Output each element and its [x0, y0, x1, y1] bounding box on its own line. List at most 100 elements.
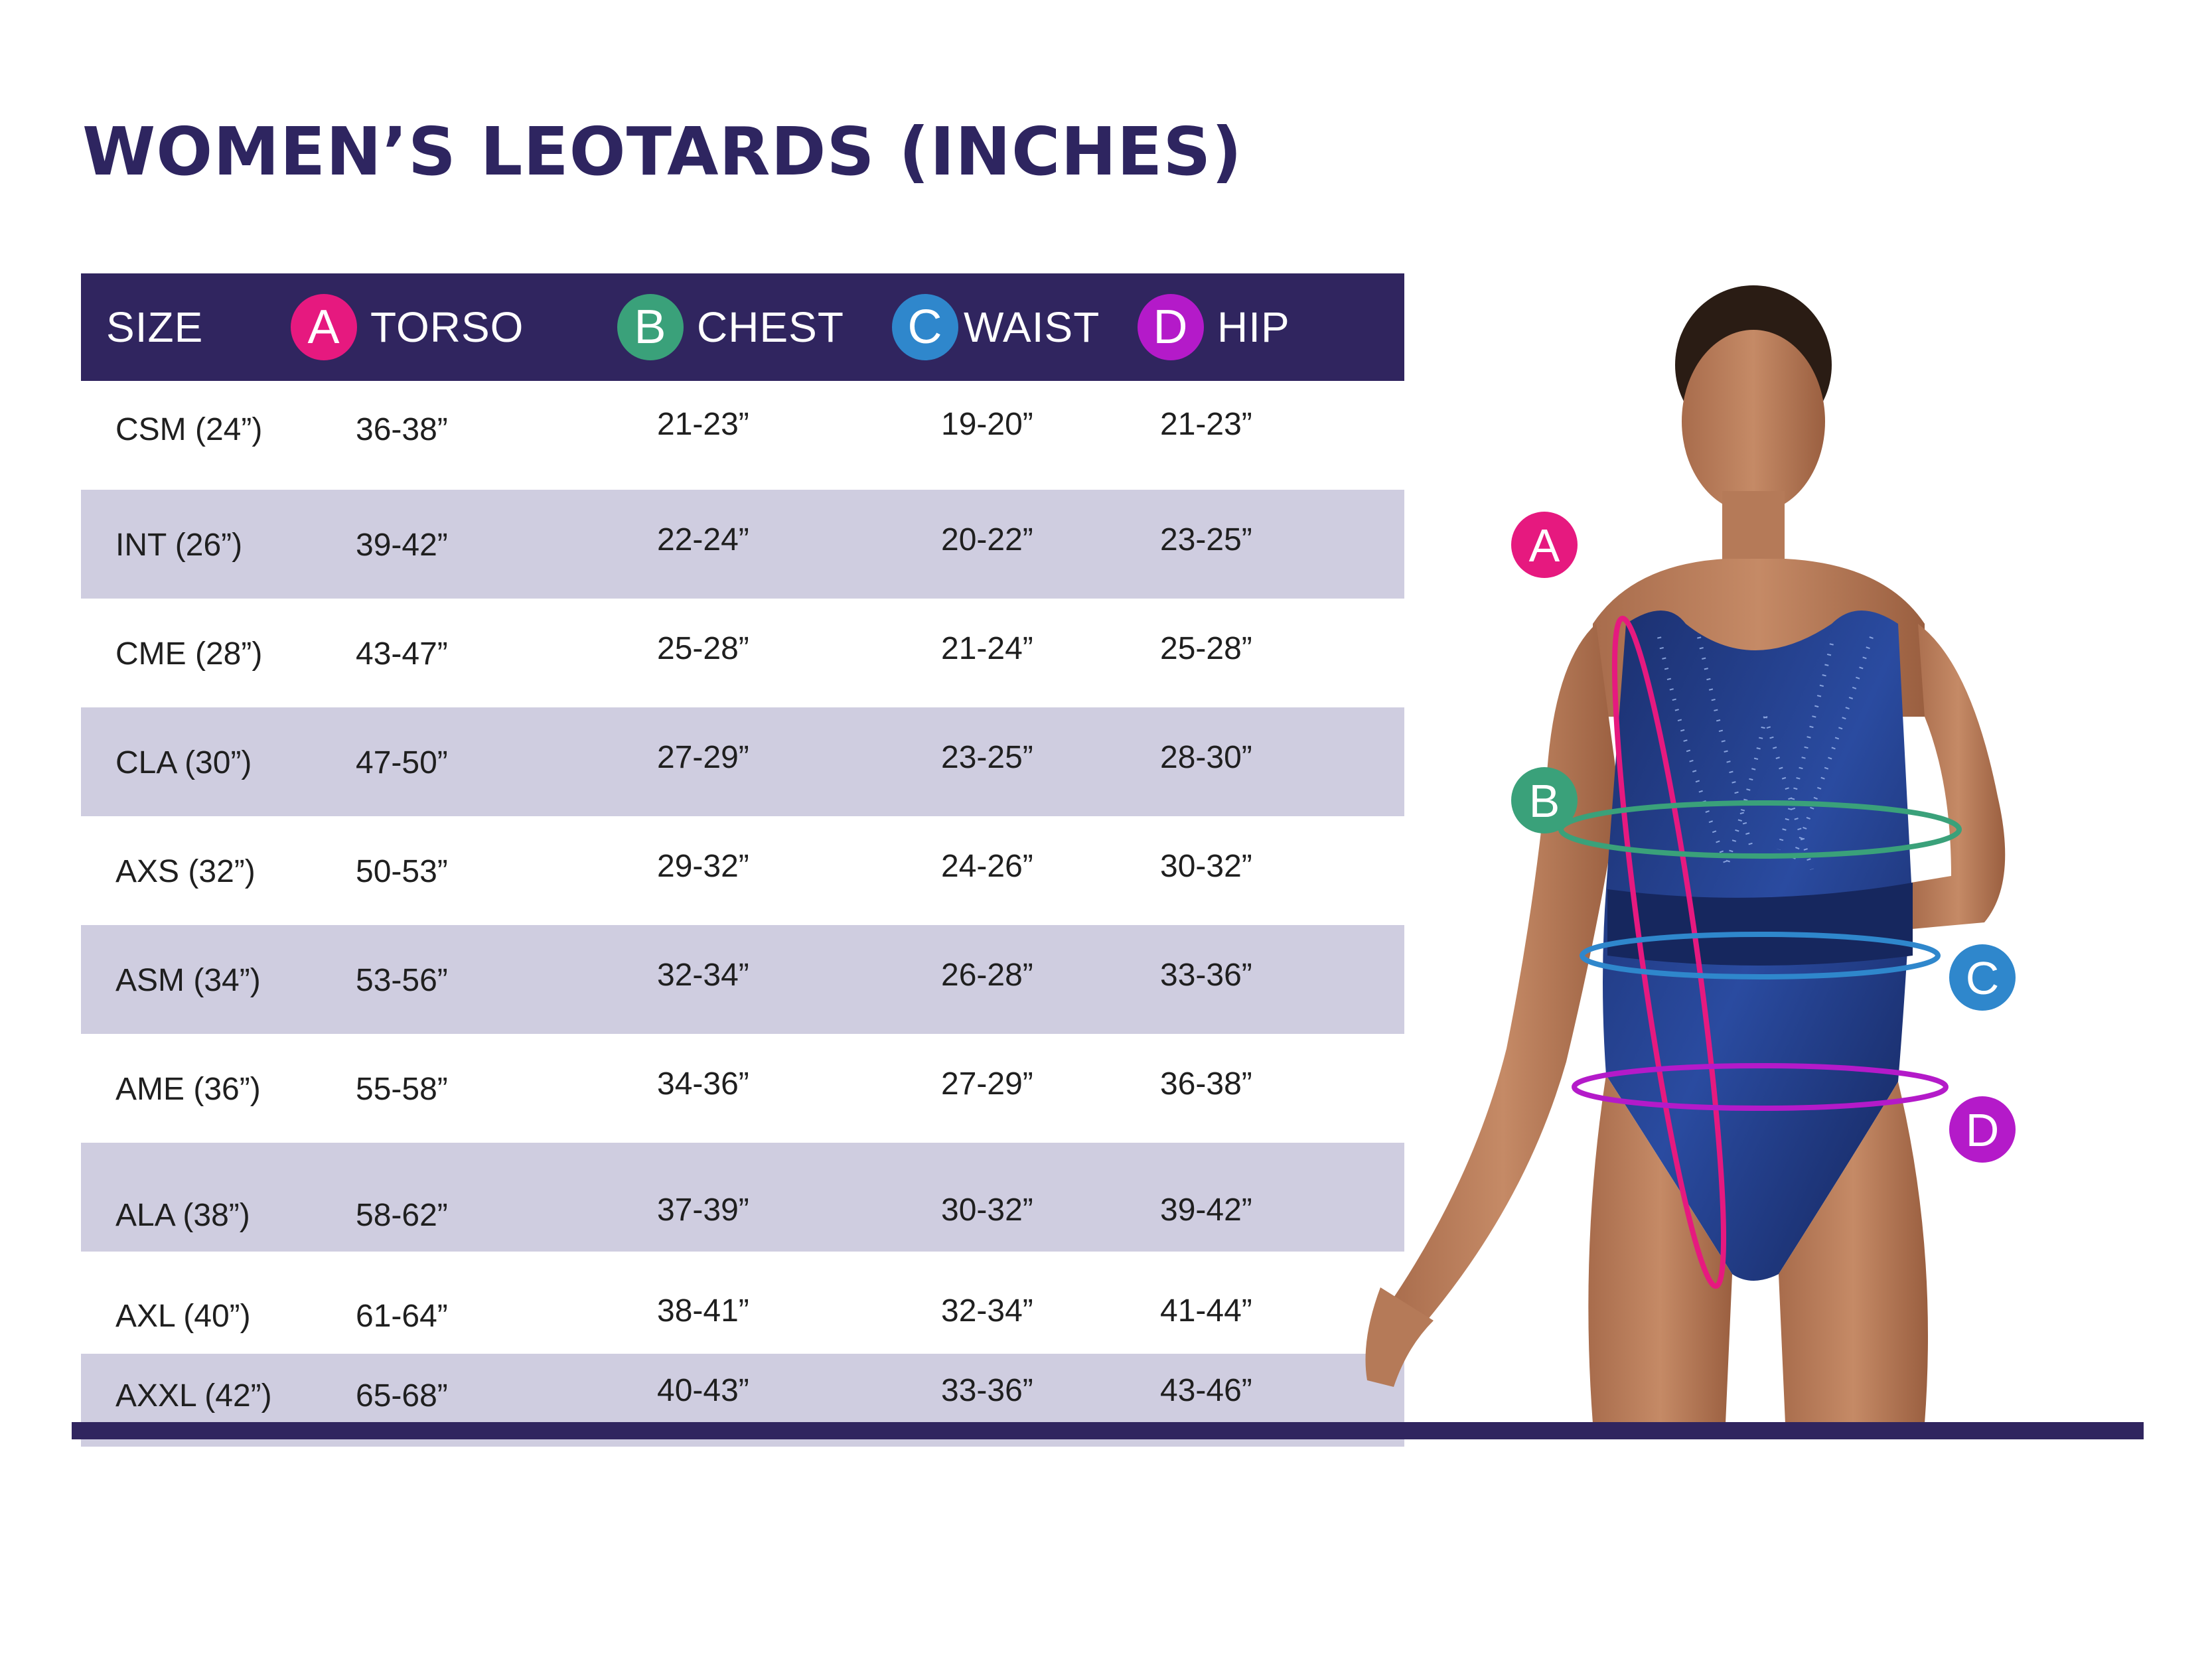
- cell-chest: 32-34”: [657, 958, 749, 993]
- cell-size: AXS (32”): [115, 854, 256, 889]
- label-c-text: C: [1966, 952, 2000, 1004]
- left-arm-shape: [1387, 624, 1619, 1321]
- header-size-label: SIZE: [106, 303, 204, 351]
- cell-hip: 36-38”: [1160, 1066, 1252, 1102]
- label-b-text: B: [1529, 775, 1560, 827]
- label-d-icon: D: [1949, 1096, 2016, 1163]
- label-b-icon: B: [1511, 767, 1578, 833]
- cell-waist: 20-22”: [941, 522, 1033, 557]
- cell-chest: 25-28”: [657, 631, 749, 666]
- left-hand-shape: [1365, 1287, 1434, 1387]
- size-chart-table: SIZE A TORSO B CHEST C WAIST D HIP CSM (…: [81, 273, 1404, 1447]
- label-a-text: A: [1529, 520, 1560, 571]
- cell-waist: 23-25”: [941, 740, 1033, 775]
- label-d-text: D: [1966, 1104, 2000, 1156]
- cell-hip: 33-36”: [1160, 958, 1252, 993]
- waist-measure-ring: [1580, 932, 1941, 979]
- right-arm-shape: [1911, 624, 2006, 929]
- header-waist: C WAIST: [892, 273, 1100, 381]
- head-shape: [1682, 330, 1825, 513]
- header-hip-label: HIP: [1217, 303, 1290, 351]
- chest-badge-icon: B: [617, 294, 684, 360]
- cell-torso: 43-47”: [356, 636, 448, 672]
- label-a-icon: A: [1511, 512, 1578, 578]
- header-chest-label: CHEST: [697, 303, 844, 351]
- cell-size: AXL (40”): [115, 1299, 251, 1334]
- cell-size: ASM (34”): [115, 963, 261, 998]
- cell-torso: 55-58”: [356, 1072, 448, 1107]
- waistband-shape: [1607, 883, 1913, 966]
- leotard-model-figure: A B C D: [1365, 285, 2016, 1423]
- cell-hip: 21-23”: [1160, 407, 1252, 442]
- header-size: SIZE: [106, 273, 203, 381]
- table-row: ALA (38”) 58-62” 37-39” 30-32” 39-42”: [81, 1143, 1404, 1252]
- cell-chest: 34-36”: [657, 1066, 749, 1102]
- cell-hip: 25-28”: [1160, 631, 1252, 666]
- table-row: CME (28”) 43-47” 25-28” 21-24” 25-28”: [81, 599, 1404, 707]
- cell-chest: 22-24”: [657, 522, 749, 557]
- torso-measure-ring: [1611, 615, 1727, 1289]
- cell-hip: 30-32”: [1160, 849, 1252, 884]
- cell-waist: 26-28”: [941, 958, 1033, 993]
- cell-chest: 38-41”: [657, 1293, 749, 1329]
- label-c-icon: C: [1949, 944, 2016, 1011]
- cell-chest: 21-23”: [657, 407, 749, 442]
- cell-waist: 21-24”: [941, 631, 1033, 666]
- cell-size: CME (28”): [115, 636, 263, 672]
- page-title: WOMEN’S LEOTARDS (INCHES): [82, 113, 1243, 190]
- hip-measure-ring: [1572, 1063, 1949, 1111]
- hip-badge-icon: D: [1138, 294, 1204, 360]
- table-row: AXL (40”) 61-64” 38-41” 32-34” 41-44”: [81, 1252, 1404, 1354]
- table-row: AME (36”) 55-58” 34-36” 27-29” 36-38”: [81, 1034, 1404, 1143]
- left-leg-shape: [1588, 1075, 1732, 1423]
- cell-chest: 29-32”: [657, 849, 749, 884]
- cell-waist: 19-20”: [941, 407, 1033, 442]
- cell-torso: 36-38”: [356, 412, 448, 447]
- header-torso-label: TORSO: [370, 303, 524, 351]
- cell-size: ALA (38”): [115, 1198, 250, 1233]
- chest-measure-ring: [1558, 800, 1962, 859]
- right-leg-shape: [1779, 1082, 1928, 1423]
- cell-waist: 27-29”: [941, 1066, 1033, 1102]
- cell-waist: 24-26”: [941, 849, 1033, 884]
- cell-hip: 41-44”: [1160, 1293, 1252, 1329]
- cell-chest: 27-29”: [657, 740, 749, 775]
- cell-hip: 43-46”: [1160, 1373, 1252, 1408]
- cell-torso: 61-64”: [356, 1299, 448, 1334]
- bottom-divider: [72, 1422, 2144, 1439]
- table-row: ASM (34”) 53-56” 32-34” 26-28” 33-36”: [81, 925, 1404, 1034]
- cell-torso: 47-50”: [356, 745, 448, 780]
- cell-hip: 39-42”: [1160, 1192, 1252, 1228]
- table-row: CSM (24”) 36-38” 21-23” 19-20” 21-23”: [81, 381, 1404, 490]
- header-torso: A TORSO: [291, 273, 524, 381]
- cell-hip: 28-30”: [1160, 740, 1252, 775]
- header-waist-label: WAIST: [964, 303, 1100, 351]
- cell-size: INT (26”): [115, 528, 243, 563]
- cell-waist: 33-36”: [941, 1373, 1033, 1408]
- cell-chest: 37-39”: [657, 1192, 749, 1228]
- cell-chest: 40-43”: [657, 1373, 749, 1408]
- cell-size: AXXL (42”): [115, 1378, 272, 1413]
- cell-torso: 58-62”: [356, 1198, 448, 1233]
- torso-badge-icon: A: [291, 294, 357, 360]
- sparkle-pattern: [1657, 636, 1874, 870]
- header-chest: B CHEST: [617, 273, 844, 381]
- table-row: CLA (30”) 47-50” 27-29” 23-25” 28-30”: [81, 707, 1404, 816]
- cell-torso: 50-53”: [356, 854, 448, 889]
- table-row: AXS (32”) 50-53” 29-32” 24-26” 30-32”: [81, 816, 1404, 925]
- cell-size: AME (36”): [115, 1072, 261, 1107]
- table-body: CSM (24”) 36-38” 21-23” 19-20” 21-23” IN…: [81, 381, 1404, 1447]
- cell-hip: 23-25”: [1160, 522, 1252, 557]
- cell-torso: 65-68”: [356, 1378, 448, 1413]
- neck-shape: [1722, 491, 1785, 571]
- table-row: INT (26”) 39-42” 22-24” 20-22” 23-25”: [81, 490, 1404, 599]
- cell-torso: 53-56”: [356, 963, 448, 998]
- waist-badge-icon: C: [892, 294, 958, 360]
- table-header: SIZE A TORSO B CHEST C WAIST D HIP: [81, 273, 1404, 381]
- cell-size: CSM (24”): [115, 412, 263, 447]
- cell-torso: 39-42”: [356, 528, 448, 563]
- cell-waist: 32-34”: [941, 1293, 1033, 1329]
- cell-size: CLA (30”): [115, 745, 252, 780]
- header-hip: D HIP: [1138, 273, 1290, 381]
- cell-waist: 30-32”: [941, 1192, 1033, 1228]
